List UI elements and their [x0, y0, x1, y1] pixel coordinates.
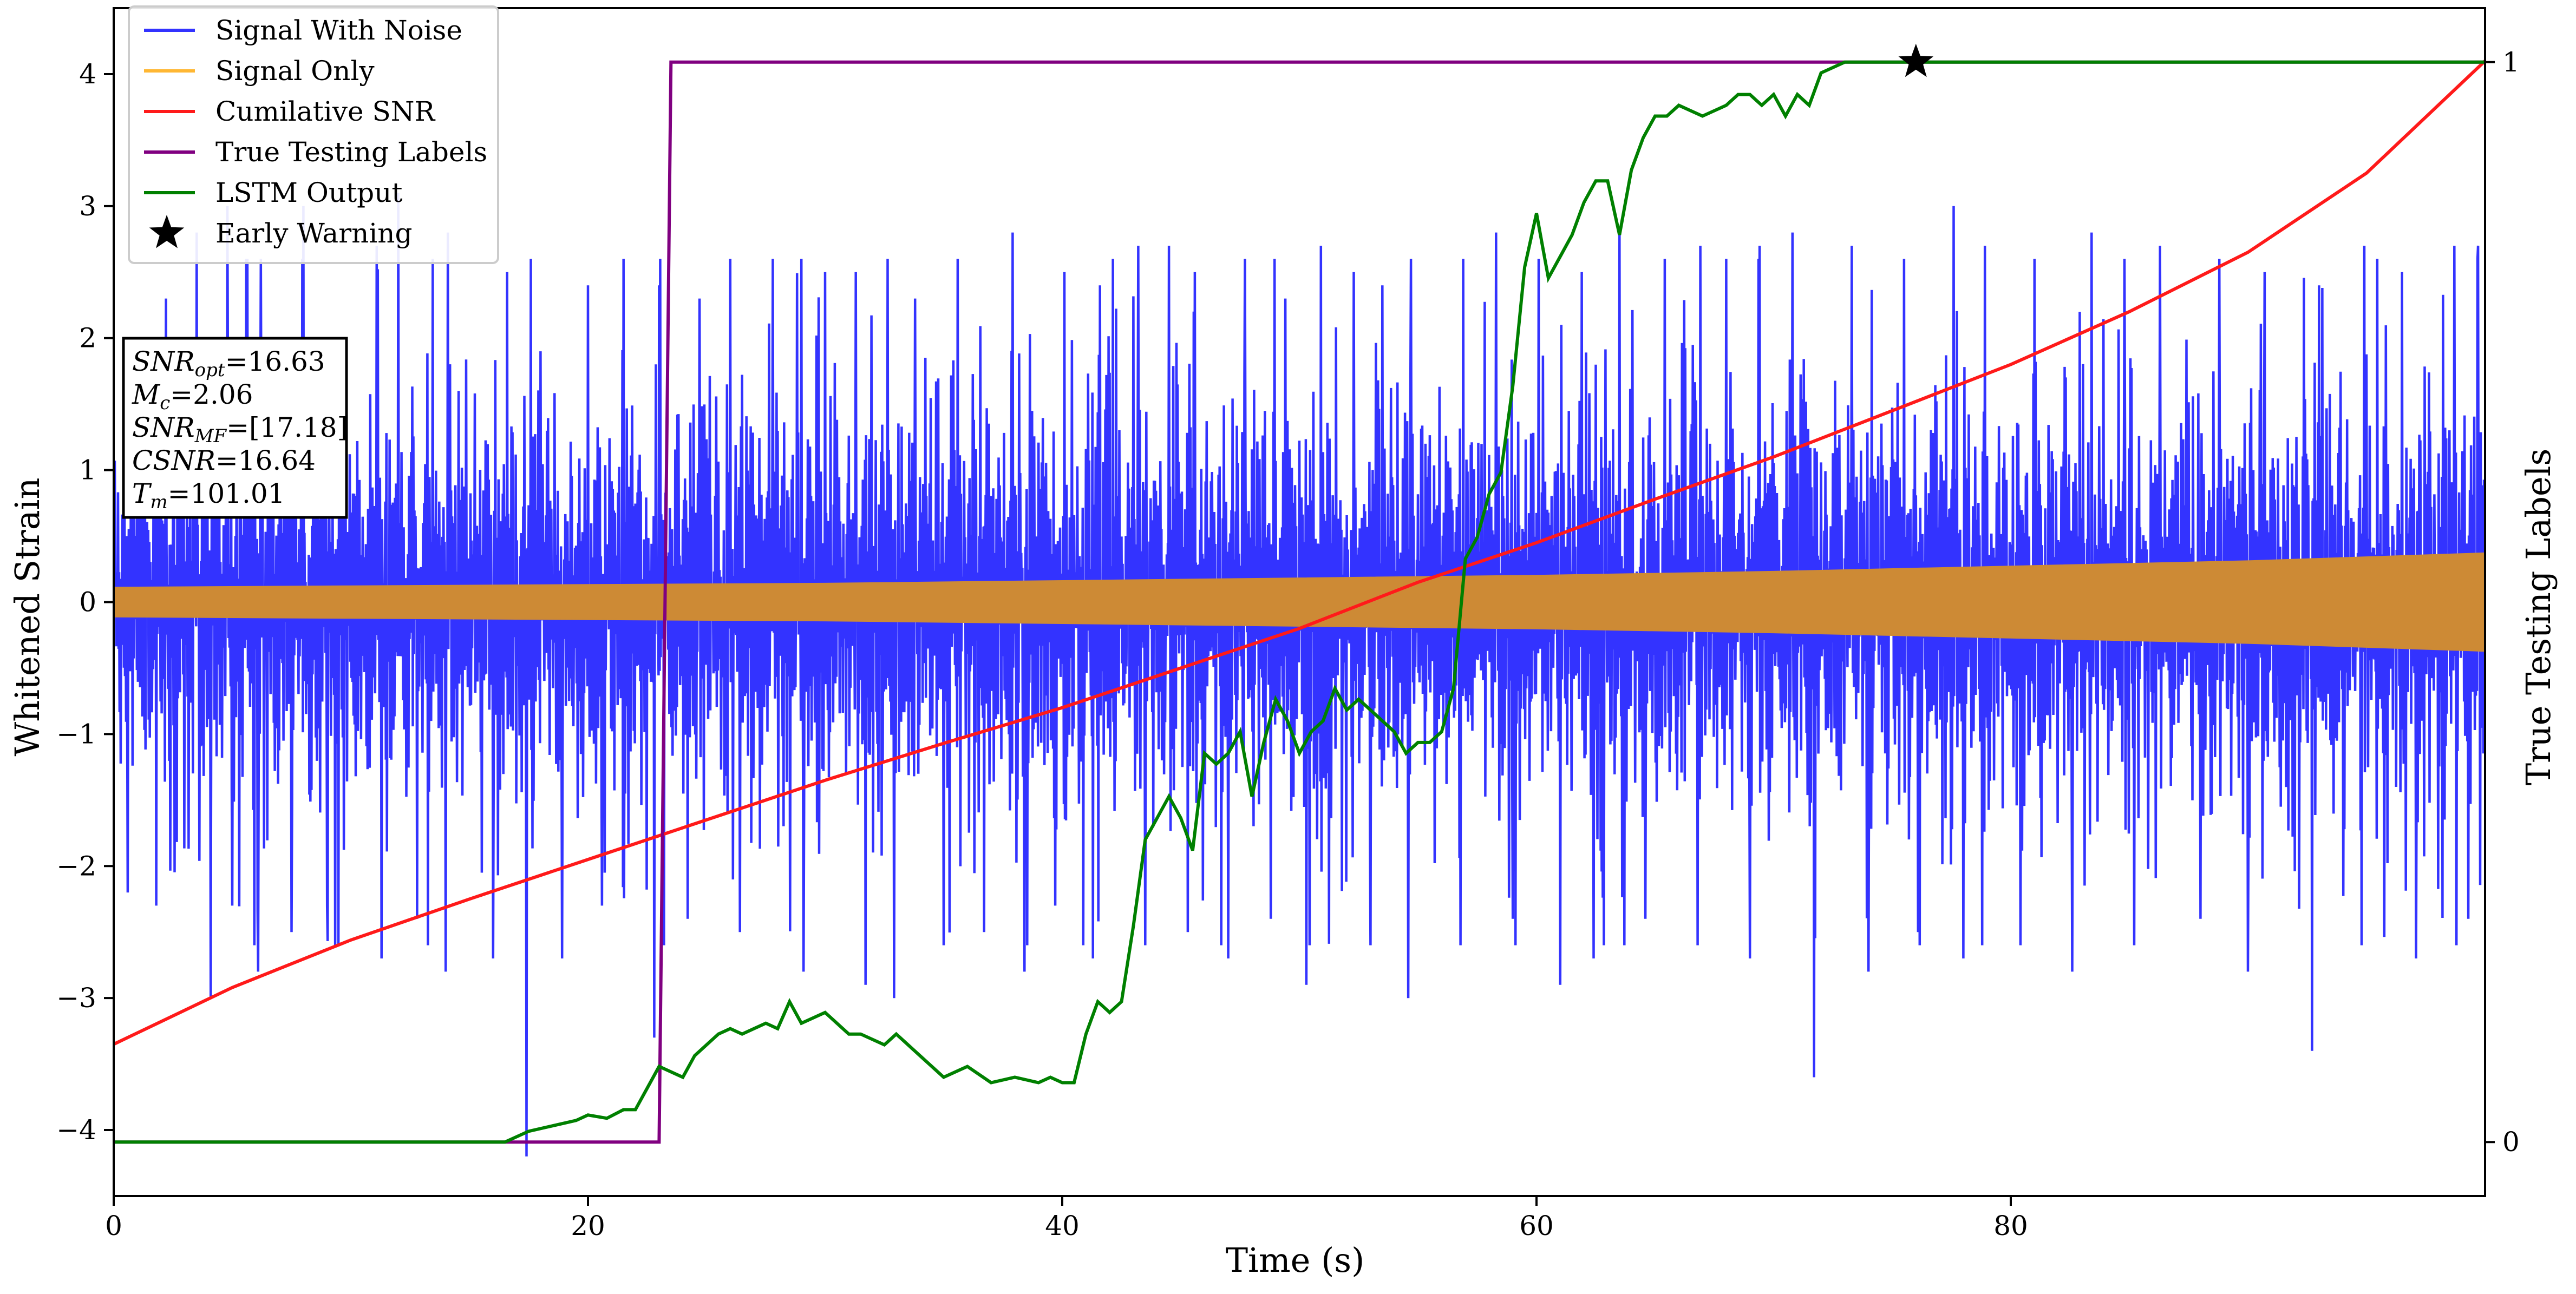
x-tick-label: 80 [1993, 1210, 2028, 1242]
x-tick-label: 20 [571, 1210, 605, 1242]
parameters-box-frame [122, 337, 348, 519]
parameters-box: SNRopt=16.63Mc=2.06SNRMF=[17.18]CSNR=16.… [122, 337, 348, 519]
x-axis-ticks: 0 20 40 60 80 [105, 1196, 2028, 1242]
parameter-line: Mc=2.06 [132, 379, 253, 414]
parameter-line: Tm=101.01 [132, 478, 285, 513]
parameter-line: SNRopt=16.63 [132, 346, 325, 381]
plot-content [114, 43, 2485, 1157]
x-tick-label: 40 [1045, 1210, 1080, 1242]
y-tick-label: 2 [79, 323, 96, 354]
lstm-output-series [114, 60, 2485, 1144]
signal-with-noise-series [114, 193, 2485, 1157]
x-tick-label: 0 [105, 1210, 122, 1242]
y-axis-ticks: −4 −3 −2 −1 0 1 2 3 4 [56, 58, 114, 1146]
legend-label: True Testing Labels [215, 136, 487, 168]
parameter-line: SNRMF=[17.18] [132, 412, 348, 447]
y-axis-label: Whitened Strain [8, 478, 47, 757]
legend-label: LSTM Output [215, 177, 402, 208]
y-tick-label: 0 [79, 587, 96, 618]
legend-swatch [149, 215, 185, 248]
legend-label: Cumilative SNR [215, 96, 435, 127]
signal-only-series [114, 552, 2485, 652]
right-y-tick-label: 0 [2502, 1126, 2520, 1158]
legend: Signal With Noise Signal Only Cumilative S… [128, 5, 499, 264]
early-warning-star [1898, 43, 1934, 77]
parameter-line: CSNR=16.64 [132, 445, 316, 476]
legend-frame [128, 5, 499, 264]
y-tick-label: −4 [56, 1114, 96, 1146]
early-warning-marker [1898, 43, 1934, 77]
x-tick-label: 60 [1519, 1210, 1554, 1242]
right-y-axis-label: True Testing Labels [2519, 449, 2558, 786]
x-axis-label: Time (s) [1226, 1240, 1365, 1280]
y-tick-label: −1 [56, 718, 96, 750]
signal-only-band [114, 552, 2485, 652]
signal-with-noise-line [114, 193, 2485, 1157]
cumulative-snr-series [114, 60, 2485, 1046]
y-tick-label: 1 [79, 455, 96, 486]
y-tick-label: −2 [56, 850, 96, 882]
y-tick-label: −3 [56, 982, 96, 1014]
right-y-tick-label: 1 [2502, 47, 2520, 78]
lstm-output-line [114, 60, 2485, 1144]
legend-label: Signal With Noise [215, 15, 462, 46]
legend-label: Early Warning [215, 218, 413, 249]
legend-label: Signal Only [215, 55, 375, 87]
cumulative-snr-line [114, 60, 2485, 1046]
y-tick-label: 4 [79, 58, 96, 90]
y-tick-label: 3 [79, 191, 96, 222]
right-y-axis-ticks: 01 [2485, 47, 2520, 1158]
